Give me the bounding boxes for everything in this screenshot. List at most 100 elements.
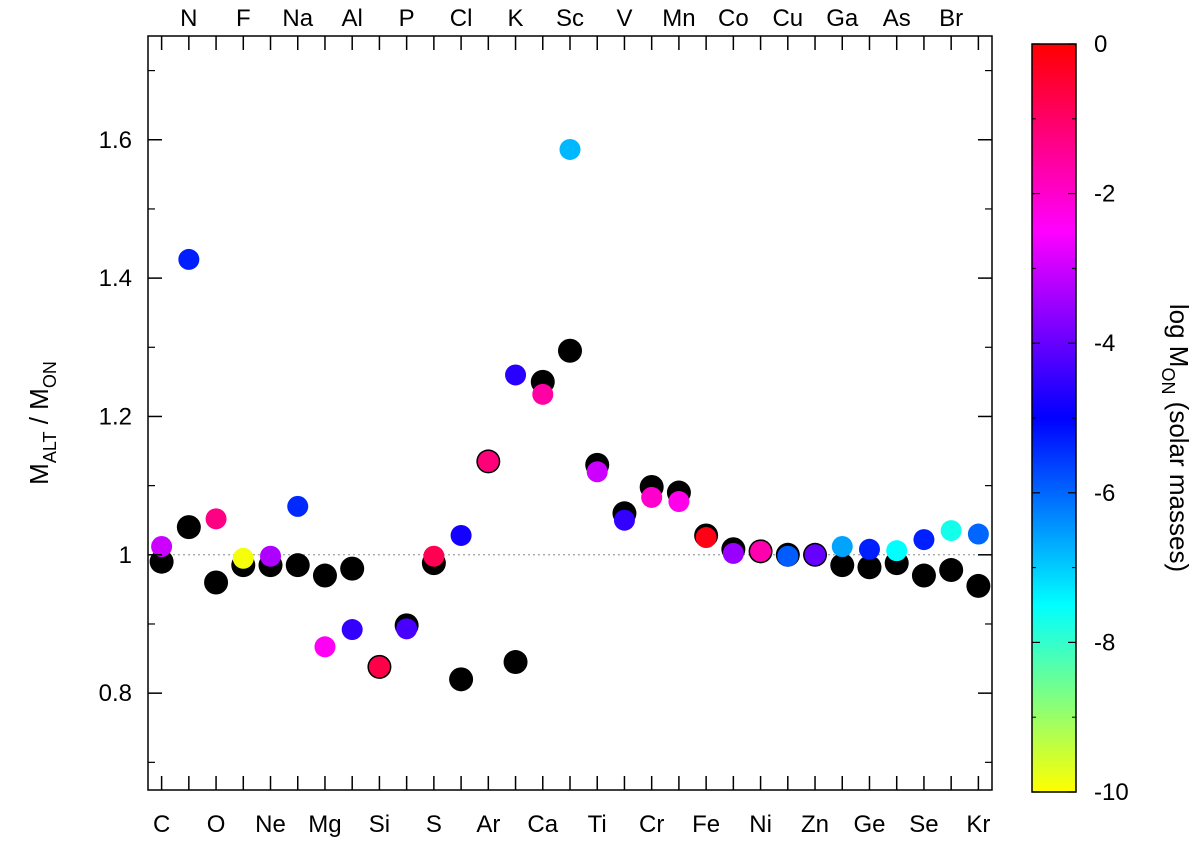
element-label-top: P [399, 5, 415, 32]
point-black [911, 563, 936, 588]
y-tick-label: 1.6 [99, 127, 132, 154]
element-label-bottom: C [153, 811, 170, 838]
colorbar-gradient [1031, 43, 1077, 793]
point-colored [940, 520, 962, 542]
element-label-top: V [616, 5, 632, 32]
point-black [966, 573, 991, 598]
y-axis-label-part: / M [24, 388, 54, 431]
point-colored [450, 524, 472, 546]
point-black [176, 515, 201, 540]
point-colored [722, 542, 744, 564]
point-black [449, 667, 474, 692]
point-black [939, 558, 964, 583]
colorbar: 0 -2 -4 -6 -8 -10 log MON (solar masses) [1031, 31, 1194, 806]
colorbar-tick-label: -8 [1094, 629, 1115, 656]
bottom-element-labels: C O Ne Mg Si S Ar Ca Ti Cr Fe Ni Zn Ge Se Kr [153, 811, 990, 838]
point-colored [396, 618, 418, 640]
element-label-bottom: Mg [308, 811, 341, 838]
point-colored [205, 508, 227, 530]
element-label-bottom: Ne [255, 811, 286, 838]
element-label-bottom: Ti [588, 811, 607, 838]
point-colored [477, 450, 499, 472]
element-label-top: F [236, 5, 251, 32]
element-label-top: As [883, 5, 911, 32]
y-tick-label: 0.8 [99, 680, 132, 707]
colorbar-label: log MON (solar masses) [1158, 304, 1194, 572]
point-colored [913, 529, 935, 551]
point-colored [532, 383, 554, 405]
element-label-top: K [508, 5, 524, 32]
point-black [340, 556, 365, 581]
point-colored [559, 138, 581, 160]
point-black [285, 553, 310, 578]
point-colored [586, 461, 608, 483]
point-colored [314, 636, 336, 658]
top-element-labels: N F Na Al P Cl K Sc V Mn Co Cu Ga As Br [180, 5, 963, 32]
element-label-bottom: Fe [692, 811, 720, 838]
element-label-top: Cl [450, 5, 473, 32]
element-label-bottom: Cr [639, 811, 664, 838]
point-colored [287, 495, 309, 517]
point-colored [777, 545, 799, 567]
colorbar-tick-label: -10 [1094, 779, 1129, 806]
point-black [830, 553, 855, 578]
point-black [149, 549, 174, 574]
element-label-bottom: S [426, 811, 442, 838]
y-tick-label: 1.4 [99, 265, 132, 292]
point-colored [804, 544, 826, 566]
point-colored [750, 540, 772, 562]
point-black [857, 555, 882, 580]
point-colored [151, 536, 173, 558]
element-label-bottom: Ni [749, 811, 772, 838]
element-label-bottom: Ge [853, 811, 885, 838]
point-colored [341, 619, 363, 641]
element-label-top: Br [939, 5, 963, 32]
element-label-top: N [180, 5, 197, 32]
point-colored [368, 656, 390, 678]
colorbar-label-part: (solar masses) [1164, 394, 1194, 572]
colorbar-tick-label: 0 [1094, 31, 1107, 58]
point-colored [423, 545, 445, 567]
element-label-bottom: Ca [527, 811, 558, 838]
element-label-top: Ga [826, 5, 859, 32]
point-colored [641, 486, 663, 508]
y-tick-label: 1.2 [99, 403, 132, 430]
colorbar-label-part: log M [1164, 304, 1194, 368]
point-colored [668, 491, 690, 513]
point-black [558, 338, 582, 363]
point-colored [613, 509, 635, 531]
element-label-top: Na [282, 5, 313, 32]
element-label-top: Al [342, 5, 363, 32]
point-colored [260, 545, 282, 567]
point-colored [178, 248, 200, 270]
point-colored [886, 540, 908, 562]
element-label-bottom: Kr [966, 811, 990, 838]
element-label-bottom: Si [369, 811, 390, 838]
y-axis-label-part: ALT [40, 431, 60, 463]
colorbar-tick-label: -6 [1094, 480, 1115, 507]
element-label-top: Mn [662, 5, 695, 32]
element-label-bottom: Se [909, 811, 938, 838]
point-colored [232, 547, 254, 569]
colorbar-tick-label: -2 [1094, 181, 1115, 208]
point-black [503, 650, 528, 675]
element-label-top: Sc [556, 5, 584, 32]
y-tick-label: 1 [119, 542, 132, 569]
colorbar-tick-label: -4 [1094, 330, 1115, 357]
point-colored [858, 538, 880, 560]
element-label-bottom: O [207, 811, 226, 838]
point-colored [695, 527, 717, 549]
element-label-bottom: Zn [801, 811, 829, 838]
data-points [149, 138, 991, 692]
point-black [312, 563, 337, 588]
point-colored [505, 364, 527, 386]
colorbar-label-part: ON [1158, 367, 1178, 394]
point-black [204, 570, 229, 595]
y-axis-label-part: ON [40, 361, 60, 388]
y-axis-label: MALT / MON [24, 361, 60, 485]
element-label-bottom: Ar [476, 811, 500, 838]
element-label-top: Co [718, 5, 749, 32]
point-colored [967, 523, 989, 545]
y-axis-label-part: M [24, 463, 54, 485]
